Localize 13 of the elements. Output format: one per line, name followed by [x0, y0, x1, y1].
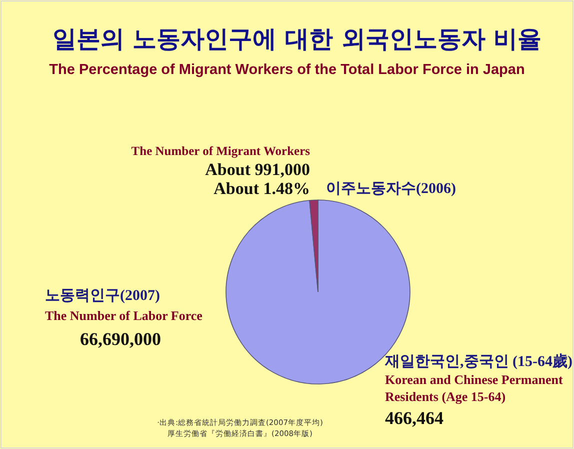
text: 재일한국인,중국인 (15-64歲) [384, 353, 572, 370]
data-label: 66,690,000 [80, 329, 161, 349]
data-label: About 991,000 [205, 160, 310, 179]
text: 466,464 [385, 408, 444, 428]
text: The Number of Migrant Workers [131, 144, 310, 158]
slice-label: 이주노동자수(2006) [326, 181, 456, 197]
text: About 1.48% [214, 179, 310, 198]
text: The Number of Labor Force [45, 308, 203, 323]
chart-subtitle: The Percentage of Migrant Workers of the Total Labor Force in Japan [49, 62, 525, 78]
text: Korean and Chinese Permanent [385, 372, 564, 387]
text: Residents (Age 15-64) [385, 389, 506, 404]
chart-title: 일본의 노동자인구에 대한 외국인노동자 비율 [52, 25, 542, 53]
slice-label: 노동력인구(2007) [45, 288, 160, 304]
